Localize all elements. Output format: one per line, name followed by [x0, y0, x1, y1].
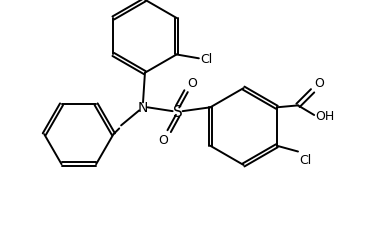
Text: O: O	[187, 77, 197, 90]
Text: O: O	[314, 77, 324, 90]
Text: S: S	[173, 104, 183, 119]
Text: OH: OH	[316, 109, 335, 122]
Text: Cl: Cl	[300, 153, 312, 166]
Text: O: O	[158, 134, 168, 146]
Text: Cl: Cl	[201, 53, 213, 66]
Text: N: N	[138, 101, 148, 115]
